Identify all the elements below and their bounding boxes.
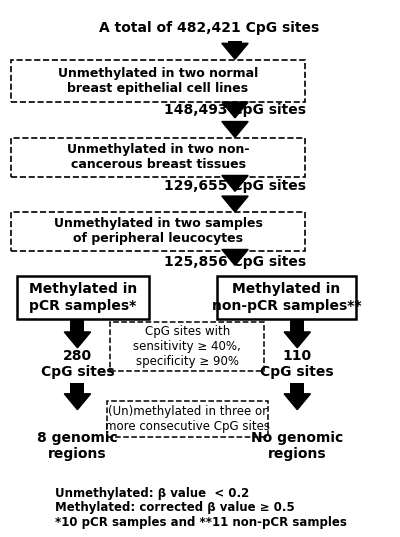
FancyBboxPatch shape bbox=[228, 250, 242, 251]
Polygon shape bbox=[64, 332, 91, 348]
Text: (Un)methylated in three or
more consecutive CpG sites: (Un)methylated in three or more consecut… bbox=[105, 405, 270, 433]
Text: Unmethylated in two non-
cancerous breast tissues: Unmethylated in two non- cancerous breas… bbox=[67, 143, 249, 171]
Text: 129,655 CpG sites: 129,655 CpG sites bbox=[164, 179, 306, 193]
Polygon shape bbox=[222, 102, 248, 118]
Text: 8 genomic
regions: 8 genomic regions bbox=[37, 431, 118, 461]
Text: No genomic
regions: No genomic regions bbox=[251, 431, 344, 461]
FancyBboxPatch shape bbox=[228, 41, 242, 43]
Text: Methylated in
non-pCR samples**: Methylated in non-pCR samples** bbox=[212, 282, 361, 313]
FancyBboxPatch shape bbox=[107, 401, 268, 437]
Text: Unmethylated in two samples
of peripheral leucocytes: Unmethylated in two samples of periphera… bbox=[54, 217, 262, 245]
Text: *10 pCR samples and **11 non-pCR samples: *10 pCR samples and **11 non-pCR samples bbox=[56, 516, 347, 529]
FancyBboxPatch shape bbox=[228, 176, 242, 177]
FancyBboxPatch shape bbox=[12, 213, 305, 251]
Polygon shape bbox=[284, 394, 310, 410]
Polygon shape bbox=[222, 43, 248, 59]
Text: A total of 482,421 CpG sites: A total of 482,421 CpG sites bbox=[99, 21, 320, 35]
FancyBboxPatch shape bbox=[12, 139, 305, 177]
FancyBboxPatch shape bbox=[228, 196, 242, 199]
FancyBboxPatch shape bbox=[290, 320, 304, 332]
Text: Unmethylated: β value  < 0.2: Unmethylated: β value < 0.2 bbox=[56, 487, 250, 500]
FancyBboxPatch shape bbox=[12, 60, 305, 102]
FancyBboxPatch shape bbox=[110, 322, 264, 371]
Text: 125,856 CpG sites: 125,856 CpG sites bbox=[164, 255, 306, 268]
Polygon shape bbox=[222, 121, 248, 137]
FancyBboxPatch shape bbox=[70, 320, 84, 332]
FancyBboxPatch shape bbox=[290, 383, 304, 394]
Polygon shape bbox=[284, 332, 310, 348]
Text: Unmethylated in two normal
breast epithelial cell lines: Unmethylated in two normal breast epithe… bbox=[58, 67, 258, 95]
Polygon shape bbox=[222, 176, 248, 191]
Text: 148,493 CpG sites: 148,493 CpG sites bbox=[164, 103, 306, 117]
Polygon shape bbox=[222, 196, 248, 212]
Text: 110
CpG sites: 110 CpG sites bbox=[260, 349, 334, 379]
Text: CpG sites with
sensitivity ≥ 40%,
specificity ≥ 90%: CpG sites with sensitivity ≥ 40%, specif… bbox=[134, 325, 241, 368]
FancyBboxPatch shape bbox=[217, 276, 356, 320]
Text: Methylated in
pCR samples*: Methylated in pCR samples* bbox=[29, 282, 137, 313]
Polygon shape bbox=[222, 250, 248, 265]
Text: Methylated: corrected β value ≥ 0.5: Methylated: corrected β value ≥ 0.5 bbox=[56, 502, 295, 514]
FancyBboxPatch shape bbox=[228, 121, 242, 123]
Text: 280
CpG sites: 280 CpG sites bbox=[41, 349, 114, 379]
FancyBboxPatch shape bbox=[70, 383, 84, 394]
FancyBboxPatch shape bbox=[17, 276, 149, 320]
Polygon shape bbox=[64, 394, 91, 410]
